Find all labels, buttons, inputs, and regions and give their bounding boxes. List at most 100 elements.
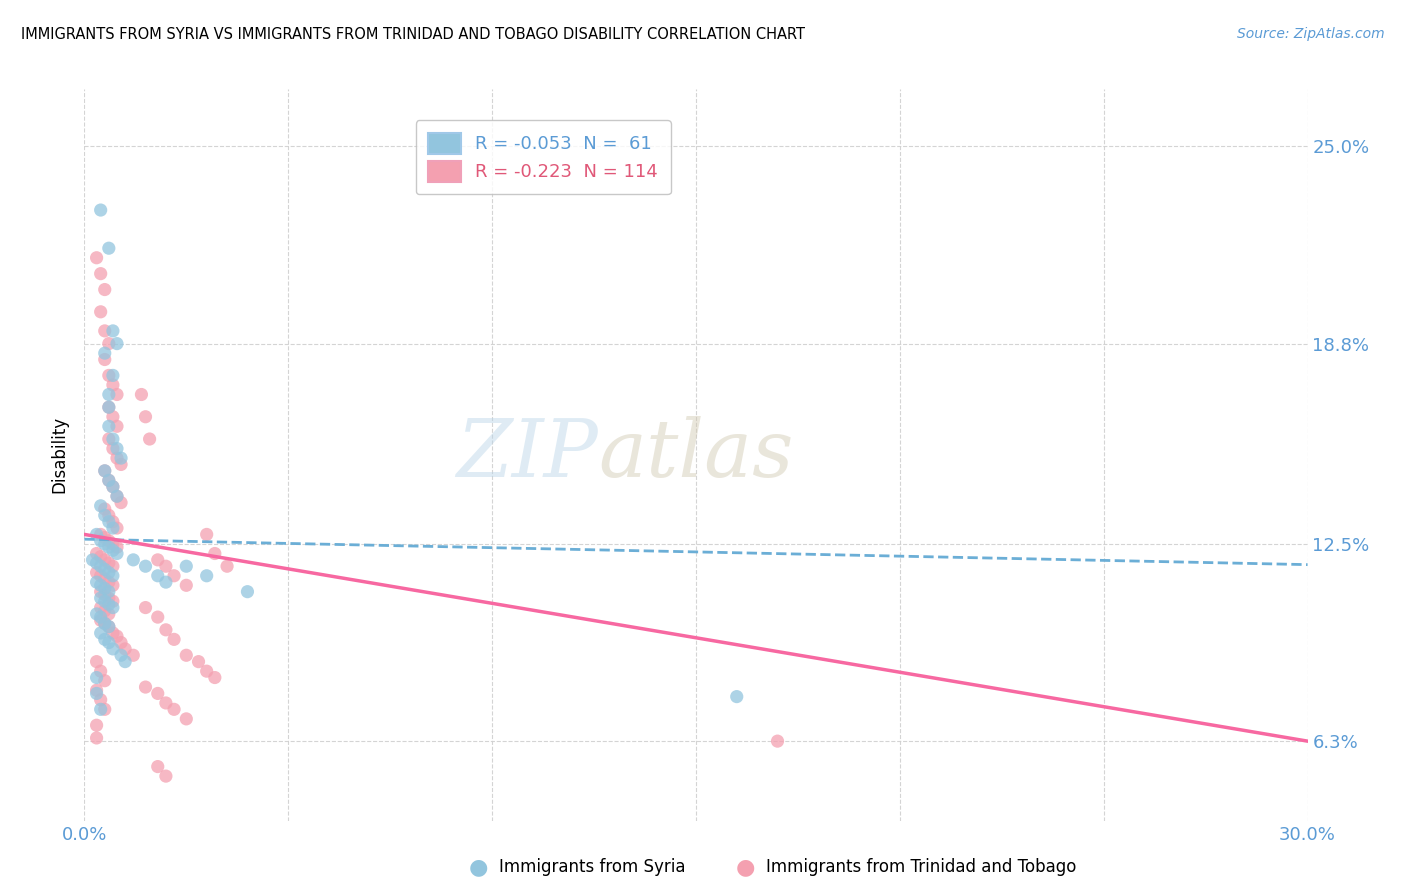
Point (163, 702, 186, 716)
Text: Immigrants from Syria: Immigrants from Syria (499, 858, 686, 876)
Point (110, 635, 132, 649)
Point (97, 401, 120, 415)
Point (90, 591, 112, 605)
Point (86, 671, 108, 685)
Point (155, 769, 177, 783)
Point (97, 387, 120, 401)
Point (90, 549, 112, 564)
Point (122, 553, 145, 567)
Point (163, 632, 186, 647)
Point (93, 502, 115, 516)
Text: Source: ZipAtlas.com: Source: ZipAtlas.com (1237, 27, 1385, 41)
Point (86, 686, 108, 700)
Point (97, 620, 120, 634)
Point (97, 515, 120, 529)
Point (97, 336, 120, 351)
Point (101, 543, 124, 558)
Point (105, 489, 128, 503)
Point (86, 251, 108, 265)
Point (93, 582, 115, 596)
Point (105, 442, 128, 456)
Point (93, 594, 115, 608)
Point (90, 626, 112, 640)
Point (155, 623, 177, 637)
Point (174, 648, 197, 663)
Point (135, 600, 157, 615)
Legend: R = -0.053  N =  61, R = -0.223  N = 114: R = -0.053 N = 61, R = -0.223 N = 114 (416, 120, 671, 194)
Point (105, 419, 128, 434)
Point (105, 336, 128, 351)
Point (90, 499, 112, 513)
Point (135, 559, 157, 574)
Point (90, 202, 112, 217)
Point (110, 495, 132, 509)
Point (101, 568, 124, 582)
Point (146, 759, 169, 773)
Point (101, 578, 124, 592)
Point (93, 537, 115, 551)
Point (97, 432, 120, 446)
Text: Immigrants from Trinidad and Tobago: Immigrants from Trinidad and Tobago (766, 858, 1077, 876)
Text: IMMIGRANTS FROM SYRIA VS IMMIGRANTS FROM TRINIDAD AND TOBAGO DISABILITY CORRELAT: IMMIGRANTS FROM SYRIA VS IMMIGRANTS FROM… (21, 27, 806, 42)
Point (187, 655, 209, 669)
Point (217, 559, 239, 574)
Point (105, 521, 128, 535)
Point (86, 718, 108, 732)
Point (90, 584, 112, 599)
Point (163, 568, 186, 582)
Point (204, 671, 226, 685)
Point (97, 533, 120, 548)
Point (114, 641, 136, 656)
Point (97, 474, 120, 488)
Point (236, 584, 259, 599)
Point (90, 600, 112, 615)
Point (97, 241, 120, 255)
Point (135, 409, 157, 424)
Point (86, 527, 108, 541)
Point (101, 594, 124, 608)
Point (174, 559, 197, 574)
Point (146, 610, 169, 624)
Point (155, 696, 177, 710)
Point (90, 267, 112, 281)
Point (101, 515, 124, 529)
Point (97, 635, 120, 649)
Point (766, 734, 789, 748)
Point (86, 683, 108, 698)
Point (105, 489, 128, 503)
Point (93, 616, 115, 631)
Point (138, 432, 160, 446)
Text: ●: ● (468, 857, 488, 877)
Point (204, 547, 226, 561)
Point (110, 451, 132, 466)
Point (105, 629, 128, 643)
Point (97, 575, 120, 590)
Point (93, 632, 115, 647)
Point (90, 578, 112, 592)
Point (90, 664, 112, 678)
Point (90, 527, 112, 541)
Point (86, 607, 108, 621)
Point (97, 620, 120, 634)
Point (90, 693, 112, 707)
Point (101, 432, 124, 446)
Point (101, 600, 124, 615)
Point (93, 572, 115, 586)
Point (93, 553, 115, 567)
Point (93, 604, 115, 618)
Point (146, 686, 169, 700)
Point (195, 527, 218, 541)
Point (93, 562, 115, 576)
Point (97, 566, 120, 580)
Point (90, 568, 112, 582)
Point (90, 610, 112, 624)
Text: ZIP: ZIP (457, 417, 598, 493)
Point (110, 458, 132, 472)
Point (97, 591, 120, 605)
Point (93, 324, 115, 338)
Point (97, 584, 120, 599)
Point (131, 387, 153, 401)
Point (122, 648, 145, 663)
Point (93, 464, 115, 478)
Point (93, 283, 115, 297)
